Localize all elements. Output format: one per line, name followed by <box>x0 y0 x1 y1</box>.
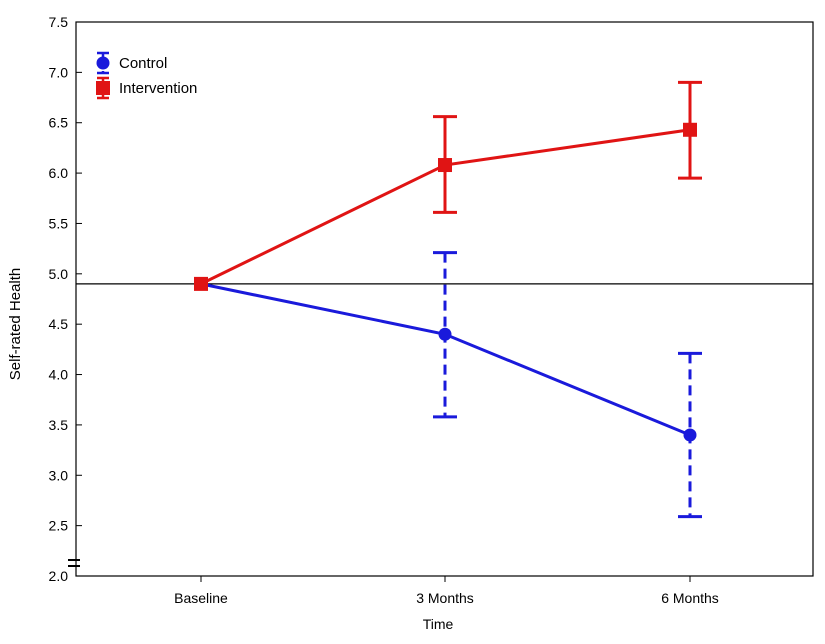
data-point <box>438 327 452 341</box>
y-axis-title: Self-rated Health <box>7 268 24 381</box>
y-tick-label: 7.0 <box>49 64 69 80</box>
series-group <box>194 80 702 519</box>
legend: Control Intervention <box>96 51 197 100</box>
x-tick-label: 3 Months <box>416 590 474 606</box>
y-tick-label: 5.0 <box>49 266 69 282</box>
x-tick-label: 6 Months <box>661 590 719 606</box>
y-tick-label: 6.5 <box>49 115 69 131</box>
y-tick-label: 3.5 <box>49 417 69 433</box>
x-axis-title: Time <box>423 616 454 632</box>
y-tick-label: 6.0 <box>49 165 69 181</box>
y-tick-label: 7.5 <box>49 14 69 30</box>
data-point <box>683 428 697 442</box>
series-intervention <box>194 80 702 291</box>
legend-marker-control <box>96 56 110 70</box>
legend-marker-intervention <box>96 81 110 95</box>
plot-frame <box>75 21 814 577</box>
legend-label-intervention: Intervention <box>119 80 197 97</box>
data-point <box>438 158 452 173</box>
legend-label-control: Control <box>119 55 167 72</box>
data-point <box>683 122 697 137</box>
y-tick-label: 4.5 <box>49 316 69 332</box>
series-control <box>194 251 702 519</box>
y-tick-label: 5.5 <box>49 215 69 231</box>
axes: 2.0 2.5 3.0 3.5 4.0 4.5 5.0 5.5 6.0 6.5 7.0 7.5 Base… <box>49 14 814 606</box>
y-tick-label: 2.5 <box>49 518 69 534</box>
y-tick-label: 2.0 <box>49 568 69 584</box>
y-tick-label: 3.0 <box>49 467 69 483</box>
x-tick-label: Baseline <box>174 590 228 606</box>
y-tick-label: 4.0 <box>49 367 69 383</box>
data-point <box>194 276 208 291</box>
